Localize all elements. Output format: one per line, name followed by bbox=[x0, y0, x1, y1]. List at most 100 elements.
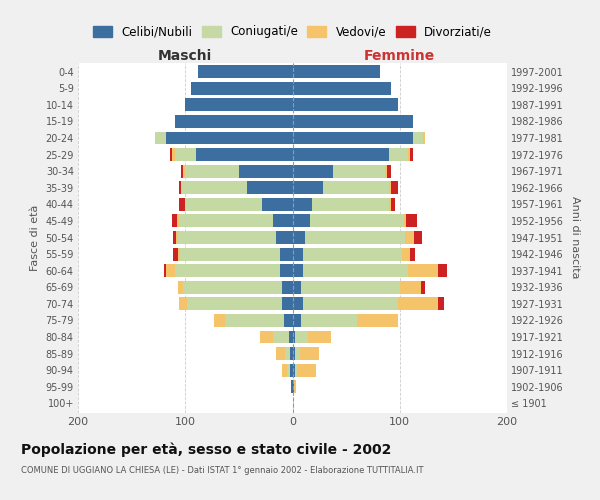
Bar bbox=[413, 231, 422, 244]
Bar bbox=[333, 164, 385, 177]
Bar bbox=[293, 314, 301, 327]
Bar bbox=[293, 330, 295, 344]
Bar bbox=[292, 380, 293, 394]
Bar bbox=[402, 248, 410, 260]
Bar bbox=[439, 298, 444, 310]
Bar bbox=[185, 198, 262, 211]
Bar bbox=[172, 214, 176, 228]
Bar bbox=[214, 314, 225, 327]
Bar bbox=[290, 364, 293, 376]
Bar bbox=[277, 231, 293, 244]
Bar bbox=[280, 264, 293, 277]
Bar bbox=[387, 164, 391, 177]
Bar bbox=[389, 198, 391, 211]
Text: Femmine: Femmine bbox=[364, 48, 436, 62]
Bar bbox=[183, 164, 185, 177]
Bar bbox=[173, 248, 178, 260]
Bar bbox=[303, 248, 402, 260]
Bar bbox=[293, 264, 303, 277]
Bar bbox=[389, 182, 391, 194]
Bar bbox=[285, 347, 290, 360]
Bar bbox=[239, 164, 293, 177]
Bar bbox=[172, 148, 175, 161]
Bar bbox=[277, 347, 285, 360]
Bar bbox=[176, 214, 179, 228]
Bar bbox=[175, 264, 280, 277]
Text: Popolazione per età, sesso e stato civile - 2002: Popolazione per età, sesso e stato civil… bbox=[21, 442, 391, 457]
Bar bbox=[293, 98, 398, 112]
Bar bbox=[295, 347, 300, 360]
Bar bbox=[293, 298, 303, 310]
Bar bbox=[290, 347, 293, 360]
Bar bbox=[295, 330, 308, 344]
Bar bbox=[262, 198, 293, 211]
Bar bbox=[308, 330, 331, 344]
Bar bbox=[175, 148, 196, 161]
Bar bbox=[173, 231, 176, 244]
Bar bbox=[293, 148, 389, 161]
Bar bbox=[312, 198, 389, 211]
Bar bbox=[179, 298, 187, 310]
Bar bbox=[164, 264, 166, 277]
Bar bbox=[293, 347, 295, 360]
Bar bbox=[179, 198, 185, 211]
Bar bbox=[247, 182, 293, 194]
Text: COMUNE DI UGGIANO LA CHIESA (LE) - Dati ISTAT 1° gennaio 2002 - Elaborazione TUT: COMUNE DI UGGIANO LA CHIESA (LE) - Dati … bbox=[21, 466, 424, 475]
Bar bbox=[323, 182, 389, 194]
Bar bbox=[357, 314, 398, 327]
Bar bbox=[170, 148, 172, 161]
Bar bbox=[406, 214, 417, 228]
Bar bbox=[293, 364, 295, 376]
Bar bbox=[293, 380, 296, 394]
Bar bbox=[409, 148, 410, 161]
Bar bbox=[287, 364, 290, 376]
Bar bbox=[398, 298, 439, 310]
Bar bbox=[293, 214, 310, 228]
Bar bbox=[181, 164, 183, 177]
Bar bbox=[413, 132, 424, 144]
Bar bbox=[180, 248, 280, 260]
Bar bbox=[293, 82, 391, 94]
Bar bbox=[421, 281, 425, 293]
Bar bbox=[293, 198, 312, 211]
Bar bbox=[301, 281, 400, 293]
Bar bbox=[293, 281, 301, 293]
Bar bbox=[391, 198, 395, 211]
Bar bbox=[187, 298, 282, 310]
Bar bbox=[181, 182, 247, 194]
Bar bbox=[310, 214, 404, 228]
Bar bbox=[293, 132, 413, 144]
Bar bbox=[295, 364, 297, 376]
Y-axis label: Anni di nascita: Anni di nascita bbox=[569, 196, 580, 279]
Bar bbox=[293, 231, 305, 244]
Text: Maschi: Maschi bbox=[158, 48, 212, 62]
Bar bbox=[166, 264, 175, 277]
Bar bbox=[405, 231, 413, 244]
Bar bbox=[175, 115, 293, 128]
Bar bbox=[409, 264, 439, 277]
Bar bbox=[424, 132, 425, 144]
Bar bbox=[389, 148, 409, 161]
Bar bbox=[260, 330, 273, 344]
Bar bbox=[300, 347, 319, 360]
Bar bbox=[289, 330, 293, 344]
Legend: Celibi/Nubili, Coniugati/e, Vedovi/e, Divorziati/e: Celibi/Nubili, Coniugati/e, Vedovi/e, Di… bbox=[91, 23, 494, 40]
Bar bbox=[400, 281, 421, 293]
Bar bbox=[179, 182, 181, 194]
Bar bbox=[303, 298, 398, 310]
Bar bbox=[284, 314, 293, 327]
Bar bbox=[178, 281, 183, 293]
Bar bbox=[293, 164, 333, 177]
Bar bbox=[293, 182, 323, 194]
Bar bbox=[166, 132, 293, 144]
Bar bbox=[155, 132, 166, 144]
Bar bbox=[301, 314, 357, 327]
Bar bbox=[185, 164, 239, 177]
Bar bbox=[282, 298, 293, 310]
Bar bbox=[273, 330, 289, 344]
Y-axis label: Fasce di età: Fasce di età bbox=[30, 204, 40, 270]
Bar bbox=[273, 214, 293, 228]
Bar bbox=[282, 364, 287, 376]
Bar bbox=[293, 65, 380, 78]
Bar bbox=[191, 82, 293, 94]
